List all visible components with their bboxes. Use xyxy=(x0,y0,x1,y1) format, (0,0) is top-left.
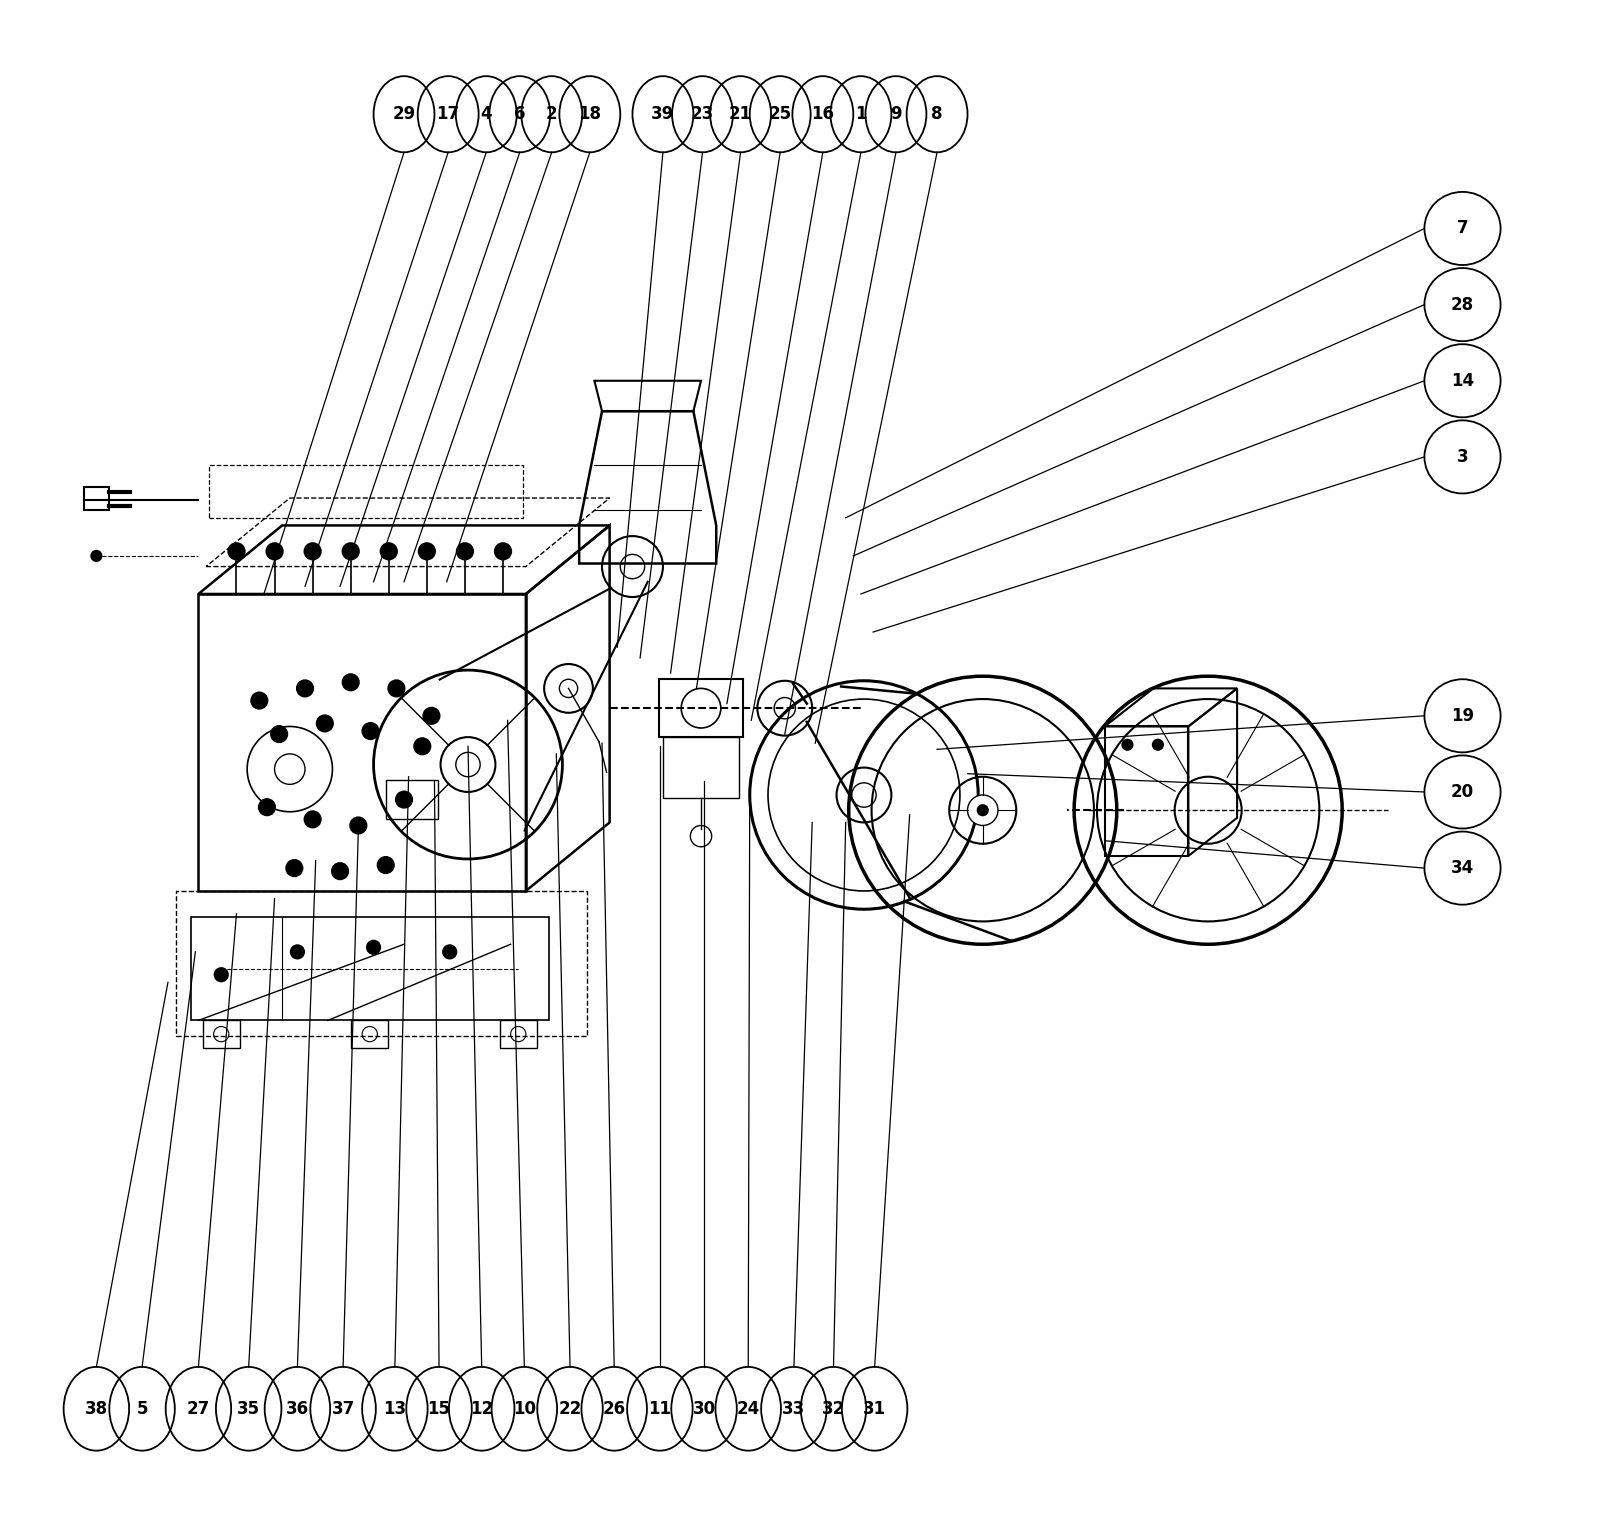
Circle shape xyxy=(350,818,366,835)
Circle shape xyxy=(341,542,360,560)
Circle shape xyxy=(304,542,322,560)
Text: 22: 22 xyxy=(558,1400,582,1418)
Circle shape xyxy=(266,542,283,560)
Text: 38: 38 xyxy=(85,1400,107,1418)
Circle shape xyxy=(296,679,314,698)
Circle shape xyxy=(976,804,989,816)
Text: 19: 19 xyxy=(1451,707,1474,725)
Text: 10: 10 xyxy=(514,1400,536,1418)
Circle shape xyxy=(342,673,358,691)
Text: 12: 12 xyxy=(470,1400,493,1418)
Text: 37: 37 xyxy=(331,1400,355,1418)
Text: 36: 36 xyxy=(286,1400,309,1418)
Circle shape xyxy=(1122,739,1133,751)
Text: 29: 29 xyxy=(392,105,416,123)
Circle shape xyxy=(90,550,102,562)
Circle shape xyxy=(290,944,306,959)
Circle shape xyxy=(214,967,229,982)
Circle shape xyxy=(379,542,398,560)
Text: 24: 24 xyxy=(736,1400,760,1418)
Text: 27: 27 xyxy=(187,1400,210,1418)
Circle shape xyxy=(259,800,275,816)
Circle shape xyxy=(286,859,302,877)
Text: 28: 28 xyxy=(1451,295,1474,314)
Circle shape xyxy=(304,812,322,829)
Circle shape xyxy=(366,940,381,955)
Text: 18: 18 xyxy=(578,105,602,123)
Text: 23: 23 xyxy=(691,105,714,123)
Text: 33: 33 xyxy=(782,1400,805,1418)
Text: 1: 1 xyxy=(854,105,867,123)
Circle shape xyxy=(378,856,394,874)
Text: 17: 17 xyxy=(437,105,459,123)
Circle shape xyxy=(414,739,430,755)
Circle shape xyxy=(968,795,998,825)
Circle shape xyxy=(362,723,379,740)
Text: 7: 7 xyxy=(1456,219,1469,238)
Circle shape xyxy=(1152,739,1163,751)
Text: 34: 34 xyxy=(1451,859,1474,877)
Text: 16: 16 xyxy=(811,105,834,123)
Circle shape xyxy=(395,792,413,807)
Text: 11: 11 xyxy=(648,1400,672,1418)
Text: 20: 20 xyxy=(1451,783,1474,801)
Circle shape xyxy=(270,726,288,743)
Text: 32: 32 xyxy=(822,1400,845,1418)
Text: 14: 14 xyxy=(1451,372,1474,390)
Text: 35: 35 xyxy=(237,1400,261,1418)
Circle shape xyxy=(422,707,440,725)
Text: 39: 39 xyxy=(651,105,675,123)
Text: 6: 6 xyxy=(514,105,525,123)
Text: 31: 31 xyxy=(862,1400,886,1418)
Circle shape xyxy=(227,542,246,560)
Text: 8: 8 xyxy=(931,105,942,123)
Circle shape xyxy=(331,864,349,880)
Text: 2: 2 xyxy=(546,105,557,123)
Text: 15: 15 xyxy=(427,1400,451,1418)
Circle shape xyxy=(442,944,458,959)
Text: 9: 9 xyxy=(890,105,902,123)
Text: 26: 26 xyxy=(603,1400,626,1418)
Circle shape xyxy=(456,542,474,560)
Circle shape xyxy=(317,714,333,733)
Text: 21: 21 xyxy=(730,105,752,123)
Text: 30: 30 xyxy=(693,1400,715,1418)
Text: 4: 4 xyxy=(480,105,493,123)
Circle shape xyxy=(494,542,512,560)
Circle shape xyxy=(251,691,267,710)
Text: 25: 25 xyxy=(768,105,792,123)
Text: 13: 13 xyxy=(384,1400,406,1418)
Circle shape xyxy=(389,679,405,698)
Text: 5: 5 xyxy=(136,1400,147,1418)
Text: 3: 3 xyxy=(1456,448,1469,466)
Circle shape xyxy=(418,542,437,560)
